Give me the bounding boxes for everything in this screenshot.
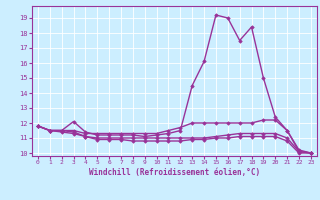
- X-axis label: Windchill (Refroidissement éolien,°C): Windchill (Refroidissement éolien,°C): [89, 168, 260, 177]
